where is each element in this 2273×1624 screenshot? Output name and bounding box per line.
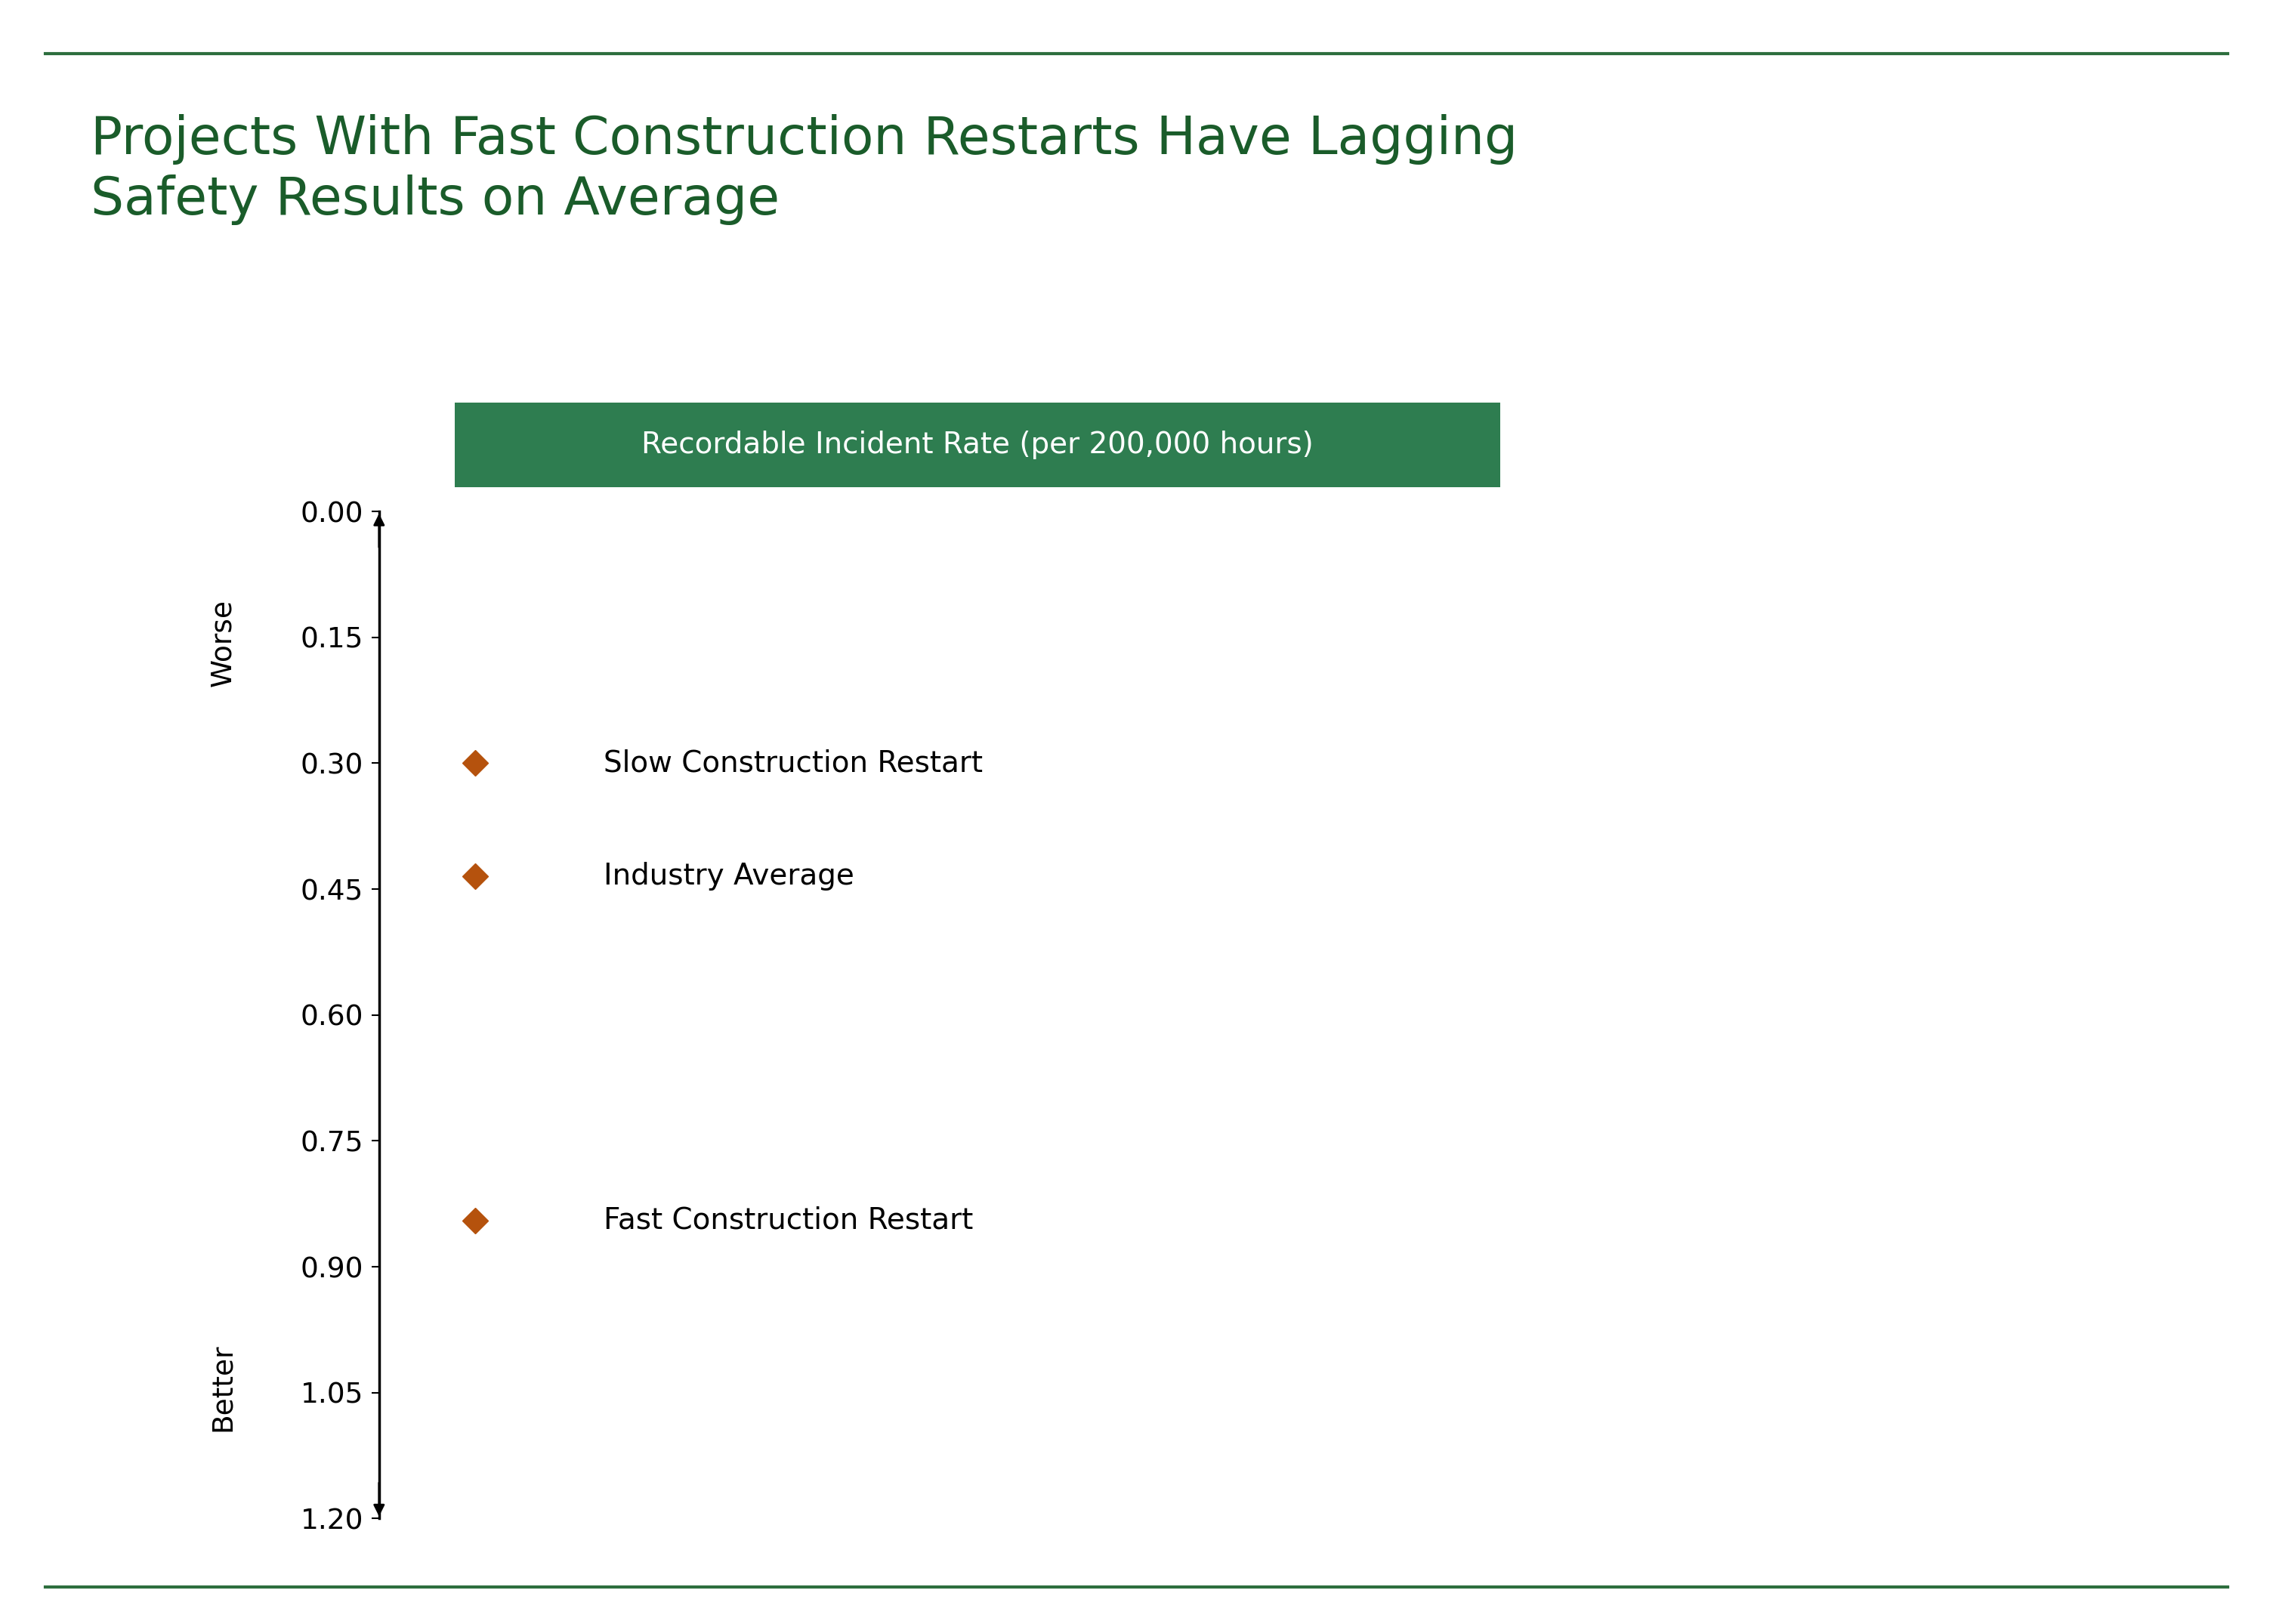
Text: Fast Construction Restart: Fast Construction Restart <box>605 1207 973 1234</box>
Text: Worse: Worse <box>209 599 236 687</box>
Text: Better: Better <box>209 1343 236 1432</box>
Text: Slow Construction Restart: Slow Construction Restart <box>605 749 982 778</box>
Text: Industry Average: Industry Average <box>605 862 855 892</box>
Text: Recordable Incident Rate (per 200,000 hours): Recordable Incident Rate (per 200,000 ho… <box>641 430 1314 460</box>
Text: Projects With Fast Construction Restarts Have Lagging
Safety Results on Average: Projects With Fast Construction Restarts… <box>91 114 1518 224</box>
